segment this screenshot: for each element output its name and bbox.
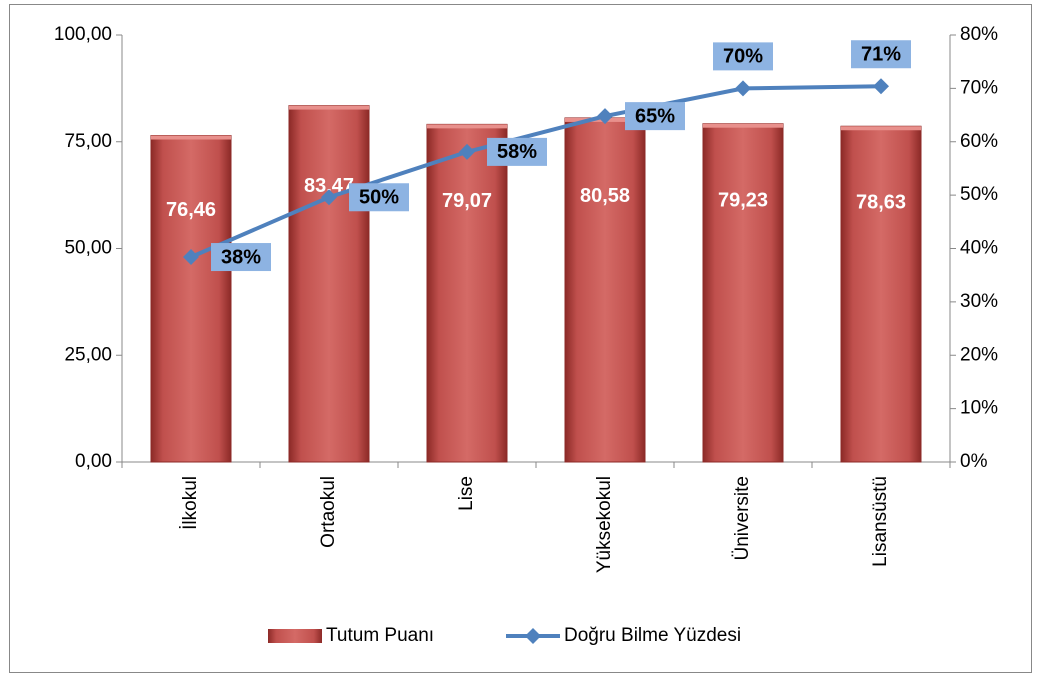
line-marker [597,108,613,125]
bar [564,117,646,463]
line-value-label: 50% [359,187,399,209]
line-value-label: 38% [221,246,261,268]
y2-tick-label: 60% [960,131,998,152]
y-tick-label: 25,00 [64,344,112,365]
data-label-box [349,183,409,212]
y-tick-label: 75,00 [64,131,112,152]
y2-tick-label: 70% [960,77,998,98]
line-value-label: 71% [861,44,901,66]
line-marker [873,78,889,95]
legend-label: Tutum Puanı [326,625,434,646]
bar-top [289,105,369,110]
data-label-box [625,102,685,131]
bar-top [427,124,507,129]
bar-value-label: 79,23 [718,190,768,212]
bar [840,125,922,463]
y2-tick-label: 10% [960,398,998,419]
bar-value-label: 76,46 [166,199,216,221]
data-label-box [487,137,547,166]
y-tick-label: 0,00 [75,451,112,472]
x-tick-label: Ortaokul [318,476,339,548]
y-tick-label: 100,00 [54,24,112,45]
data-label-box [713,42,773,71]
line-value-label: 58% [497,141,537,163]
y2-tick-label: 30% [960,291,998,312]
y2-tick-label: 40% [960,238,998,259]
legend-swatch [268,629,322,643]
line-marker [735,80,751,97]
y2-tick-label: 0% [960,451,988,472]
x-tick-label: Lise [456,476,477,511]
bar-value-label: 80,58 [580,185,630,207]
data-label-box [851,40,911,69]
legend-label: Doğru Bilme Yüzdesi [564,625,741,646]
x-tick-label: Yüksekokul [594,476,615,573]
line-marker [459,143,475,160]
bar-value-label: 79,07 [442,190,492,212]
bar [702,123,784,463]
bar [288,105,370,463]
bar-top [151,135,231,140]
line-value-label: 70% [723,46,763,68]
bar-top [841,126,921,131]
bar-value-label: 78,63 [856,192,906,214]
x-tick-label: Lisansüstü [870,476,891,567]
line-marker [321,189,337,206]
bar-top [703,123,783,128]
y2-tick-label: 50% [960,184,998,205]
bar [426,123,508,463]
line-value-label: 65% [635,105,675,127]
line [190,84,882,259]
legend-marker [525,628,541,644]
bar [150,135,232,463]
x-tick-label: Üniversite [732,476,753,560]
y-tick-label: 50,00 [64,238,112,259]
line-marker [183,249,199,266]
y2-tick-label: 80% [960,24,998,45]
y2-tick-label: 20% [960,344,998,365]
data-label-box [211,243,271,272]
x-tick-label: İlkokul [180,476,201,530]
